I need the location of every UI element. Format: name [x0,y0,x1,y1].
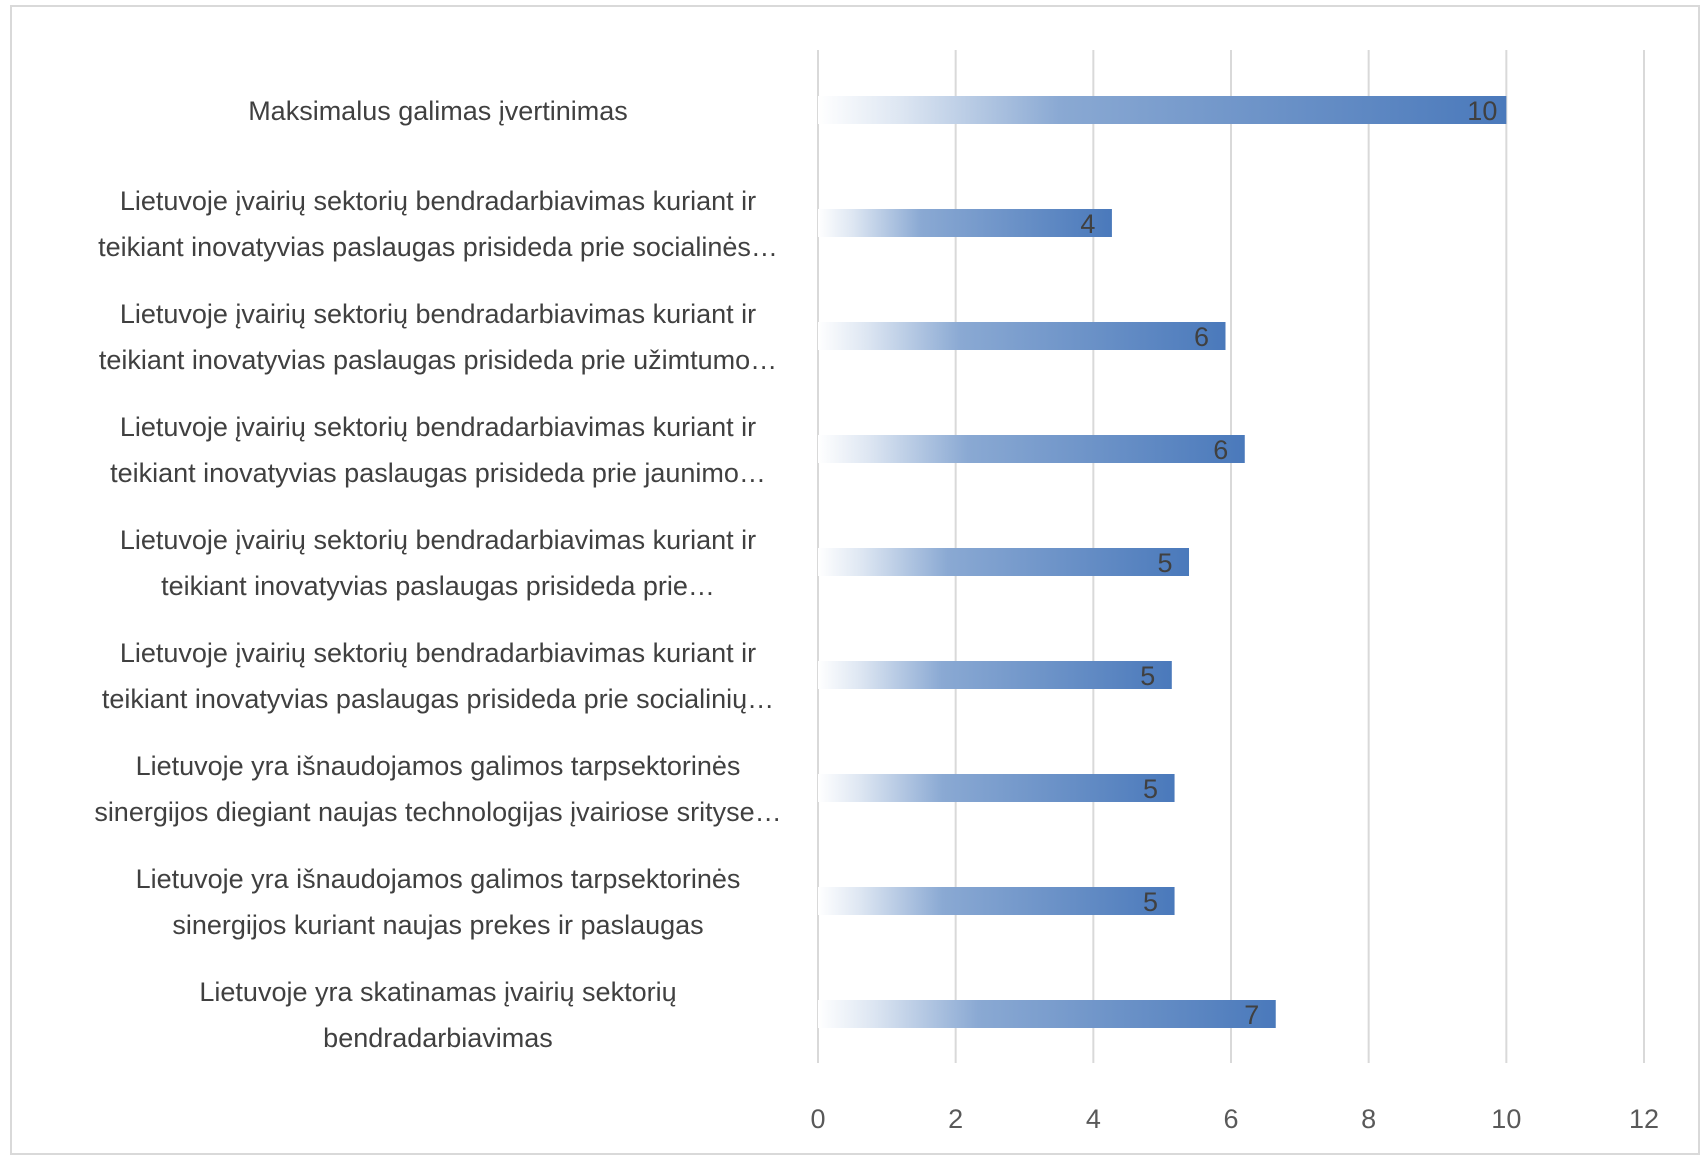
data-label: 6 [1194,322,1209,352]
bar [818,209,1112,237]
data-label: 7 [1244,1000,1259,1030]
data-label: 5 [1157,548,1172,578]
bar [818,548,1190,576]
chart-frame [10,5,1700,1155]
x-tick-label: 10 [1491,1104,1521,1134]
bar [818,96,1507,124]
x-axis-ticks: 0 2 4 6 8 10 12 [810,1104,1659,1134]
category-label: Lietuvoje yra išnaudojamos galimos tarps… [136,864,741,940]
x-tick-label: 6 [1223,1104,1238,1134]
data-label: 5 [1143,887,1158,917]
data-label: 4 [1080,209,1095,239]
category-labels: Maksimalus galimas įvertinimas Lietuvoje … [94,96,781,1053]
category-label: Lietuvoje įvairių sektorių bendradarbiav… [102,638,774,714]
bar [818,661,1172,689]
bar [818,435,1245,463]
x-tick-label: 12 [1629,1104,1659,1134]
category-label: Lietuvoje įvairių sektorių bendradarbiav… [98,186,778,262]
bar [818,1000,1276,1028]
data-label: 6 [1213,435,1228,465]
category-label: Maksimalus galimas įvertinimas [248,96,628,126]
bar [818,887,1175,915]
category-label: Lietuvoje yra išnaudojamos galimos tarps… [94,751,781,827]
category-label: Lietuvoje įvairių sektorių bendradarbiav… [110,412,766,488]
x-tick-label: 2 [948,1104,963,1134]
x-tick-label: 8 [1361,1104,1376,1134]
data-label: 5 [1143,774,1158,804]
data-label: 5 [1140,661,1155,691]
category-label: Lietuvoje įvairių sektorių bendradarbiav… [120,525,756,601]
bars: 10 4 6 6 5 5 5 5 7 [818,96,1507,1030]
category-label: Lietuvoje yra skatinamas įvairių sektori… [199,977,676,1053]
bar [818,774,1175,802]
x-tick-label: 4 [1086,1104,1101,1134]
x-tick-label: 0 [810,1104,825,1134]
category-label: Lietuvoje įvairių sektorių bendradarbiav… [99,299,777,375]
bar [818,322,1226,350]
data-label: 10 [1467,96,1497,126]
